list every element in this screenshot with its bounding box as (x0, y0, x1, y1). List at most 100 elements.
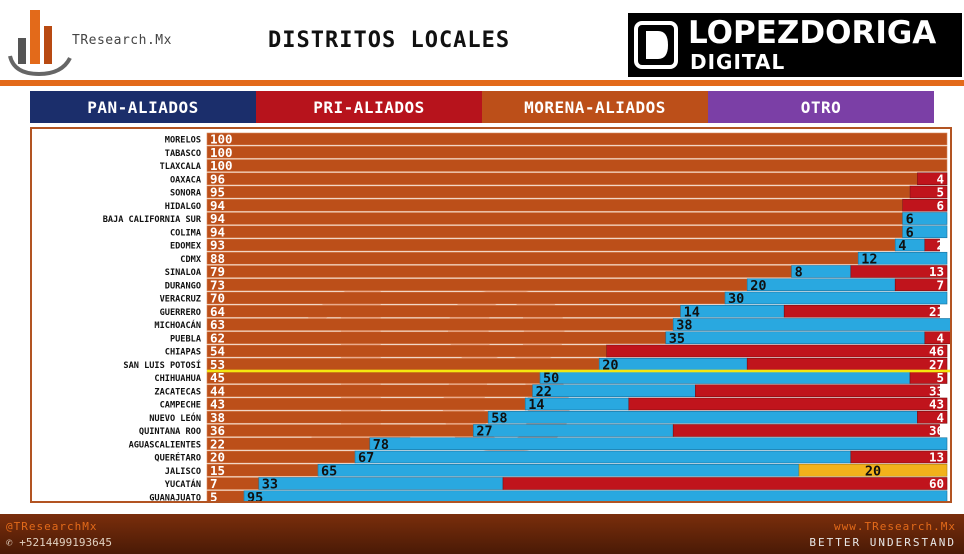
bar-morena-puebla (206, 331, 667, 345)
value-label-pri-queretaro: 13 (929, 450, 944, 465)
footer-handle: @TResearchMx (6, 520, 98, 533)
legend-pan: PAN-ALIADOS (30, 91, 256, 123)
category-label-edomex: EDOMEX (170, 242, 202, 252)
bar-pan-nuevo-leon (487, 410, 918, 424)
value-label-pan-zacatecas: 22 (536, 384, 552, 400)
bar-pri-edomex (924, 238, 940, 252)
value-label-pan-baja-california-sur: 6 (906, 212, 914, 228)
value-label-pan-guerrero: 14 (684, 304, 700, 320)
category-label-yucatan: YUCATÁN (165, 478, 201, 490)
value-label-morena-hidalgo: 94 (210, 198, 225, 213)
value-label-morena-michoacan: 63 (210, 317, 225, 332)
category-label-jalisco: JALISCO (165, 467, 201, 477)
bar-morena-hidalgo (206, 198, 903, 212)
value-label-morena-queretaro: 20 (210, 450, 225, 465)
value-label-morena-yucatan: 7 (210, 476, 218, 491)
bar-pan-colima (902, 225, 948, 239)
bar-pri-campeche (628, 397, 948, 411)
bar-morena-guerrero (206, 304, 681, 318)
bar-pri-san-luis-potosi (746, 357, 948, 371)
category-label-zacatecas: ZACATECAS (154, 387, 201, 397)
value-label-morena-morelos: 100 (210, 132, 233, 147)
value-label-morena-sonora: 95 (210, 185, 225, 200)
category-label-hidalgo: HIDALGO (165, 202, 201, 212)
category-label-colima: COLIMA (170, 228, 202, 238)
tresearch-logo-icon (8, 10, 72, 76)
value-label-morena-cdmx: 88 (210, 251, 225, 266)
value-label-pri-hidalgo: 6 (936, 198, 944, 213)
value-label-pri-yucatan: 60 (929, 476, 944, 491)
value-label-pan-colima: 6 (906, 225, 914, 241)
chart-frame: 18MORELOS100TABASCO100TLAXCALA100OAXACA9… (30, 127, 952, 503)
page-title: DISTRITOS LOCALES (268, 28, 511, 53)
category-label-quintana-roo: QUINTANA ROO (139, 427, 201, 437)
value-label-pri-chihuahua: 5 (936, 370, 944, 385)
legend-morena-label: MORENA-ALIADOS (524, 97, 666, 117)
brand-name: LOPEZDORIGA (688, 15, 937, 51)
bar-pan-zacatecas (532, 384, 696, 398)
category-label-chihuahua: CHIHUAHUA (154, 374, 201, 384)
value-label-pan-queretaro: 67 (358, 450, 374, 466)
stacked-bar-chart: 18MORELOS100TABASCO100TLAXCALA100OAXACA9… (103, 132, 950, 501)
value-label-pan-san-luis-potosi: 20 (602, 357, 618, 373)
bar-pri-sonora (909, 185, 948, 199)
bar-otro-jalisco (798, 463, 948, 477)
header-divider (0, 80, 964, 86)
category-label-sinaloa: SINALOA (165, 268, 202, 278)
value-label-morena-campeche: 43 (210, 397, 225, 412)
value-label-morena-tlaxcala: 100 (210, 158, 233, 173)
bar-morena-colima (206, 225, 903, 239)
bar-morena-veracruz (206, 291, 726, 305)
legend-pri-label: PRI-ALIADOS (313, 97, 425, 117)
value-label-morena-nuevo-leon: 38 (210, 410, 225, 425)
bar-morena-durango (206, 278, 748, 292)
value-label-pan-veracruz: 30 (728, 291, 744, 307)
footer-phone-text: +5214499193645 (19, 536, 112, 549)
bar-pri-durango (894, 278, 948, 292)
category-label-veracruz: VERACRUZ (160, 295, 201, 305)
legend-otro: OTRO (708, 91, 934, 123)
bar-pri-oaxaca (917, 172, 948, 186)
footer: @TResearchMx ✆ +5214499193645 www.TResea… (0, 514, 964, 554)
bar-pri-zacatecas (695, 384, 940, 398)
bar-morena-san-luis-potosi (206, 357, 600, 371)
value-label-pri-san-luis-potosi: 27 (929, 357, 944, 372)
footer-tagline: BETTER UNDERSTAND (809, 536, 956, 549)
bar-morena-campeche (206, 397, 526, 411)
brand-banner: LOPEZDORIGA DIGITAL (628, 13, 962, 77)
value-label-otro-jalisco: 20 (865, 463, 881, 479)
value-label-morena-aguascalientes: 22 (210, 436, 225, 451)
bar-pan-quintana-roo (473, 424, 674, 437)
value-label-pan-sinaloa: 8 (795, 265, 803, 281)
bar-pan-cdmx (857, 251, 948, 265)
value-label-pri-zacatecas: 33 (929, 383, 944, 398)
bar-pri-yucatan (502, 477, 948, 490)
bar-pri-queretaro (850, 450, 948, 464)
value-label-pan-jalisco: 65 (321, 463, 337, 479)
value-label-morena-quintana-roo: 36 (210, 423, 225, 438)
bar-morena-nuevo-leon (206, 410, 489, 424)
whatsapp-icon: ✆ (6, 536, 13, 549)
legend-pan-label: PAN-ALIADOS (87, 97, 199, 117)
value-label-morena-guanajuato: 5 (210, 489, 218, 501)
value-label-morena-puebla: 62 (210, 330, 225, 345)
bar-morena-oaxaca (206, 172, 918, 186)
category-label-campeche: CAMPECHE (160, 401, 201, 411)
bar-pri-hidalgo (902, 198, 948, 212)
value-label-pri-sonora: 5 (936, 185, 944, 200)
bar-pan-aguascalientes (369, 437, 948, 451)
value-label-pri-puebla: 4 (936, 330, 944, 345)
bar-morena-edomex (206, 238, 896, 252)
category-label-cdmx: CDMX (180, 255, 202, 265)
value-label-pan-aguascalientes: 78 (373, 437, 389, 453)
category-label-puebla: PUEBLA (170, 334, 202, 344)
category-label-chiapas: CHIAPAS (165, 348, 201, 358)
bar-pri-chiapas (606, 344, 948, 358)
value-label-morena-zacatecas: 44 (210, 383, 225, 398)
bar-pan-jalisco (317, 463, 800, 477)
value-label-pri-campeche: 43 (929, 397, 944, 412)
bar-pri-quintana-roo (672, 424, 940, 437)
value-label-pan-cdmx: 12 (861, 251, 877, 267)
category-label-oaxaca: OAXACA (170, 175, 202, 185)
value-label-morena-sinaloa: 79 (210, 264, 225, 279)
